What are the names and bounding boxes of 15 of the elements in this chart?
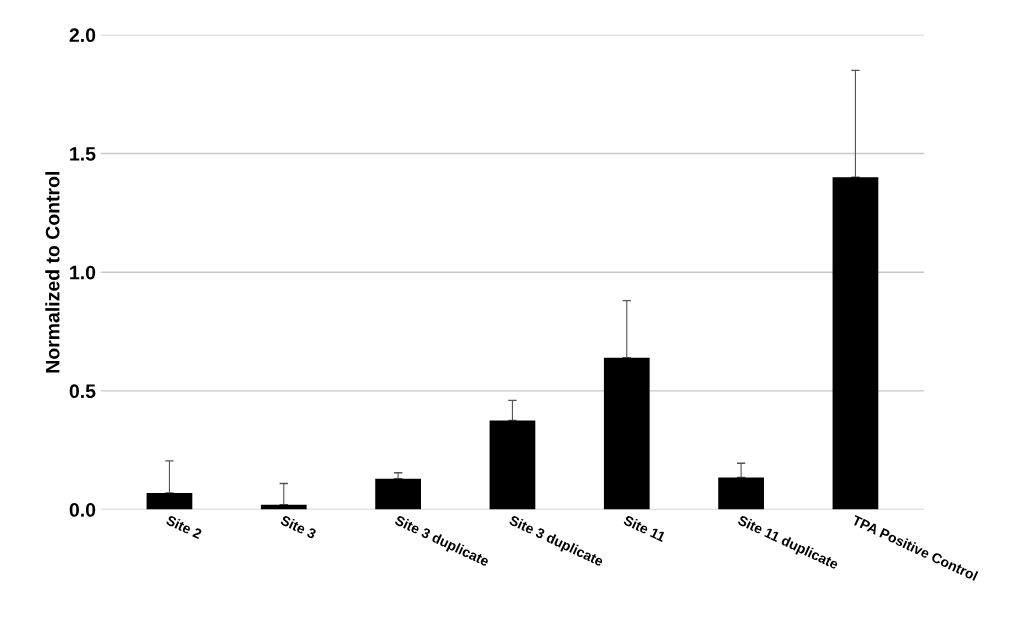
bar xyxy=(375,478,421,510)
y-tick-label: 1.5 xyxy=(70,147,96,161)
y-axis-title: Normalized to Control xyxy=(45,172,60,373)
bar xyxy=(603,357,650,510)
x-tick-label: Site 2 xyxy=(165,514,203,540)
bar xyxy=(832,177,879,510)
y-tick-label: 0.0 xyxy=(69,503,96,517)
bar xyxy=(146,492,193,510)
y-tick-label: 0.5 xyxy=(69,384,96,399)
x-tick-label: Site 11 xyxy=(622,514,667,543)
y-tick-label: 2.0 xyxy=(69,28,96,43)
x-tick-label: Site 3 xyxy=(279,514,317,540)
y-tick-label: 1.0 xyxy=(70,265,96,280)
bar xyxy=(489,420,536,510)
bar xyxy=(718,477,764,510)
